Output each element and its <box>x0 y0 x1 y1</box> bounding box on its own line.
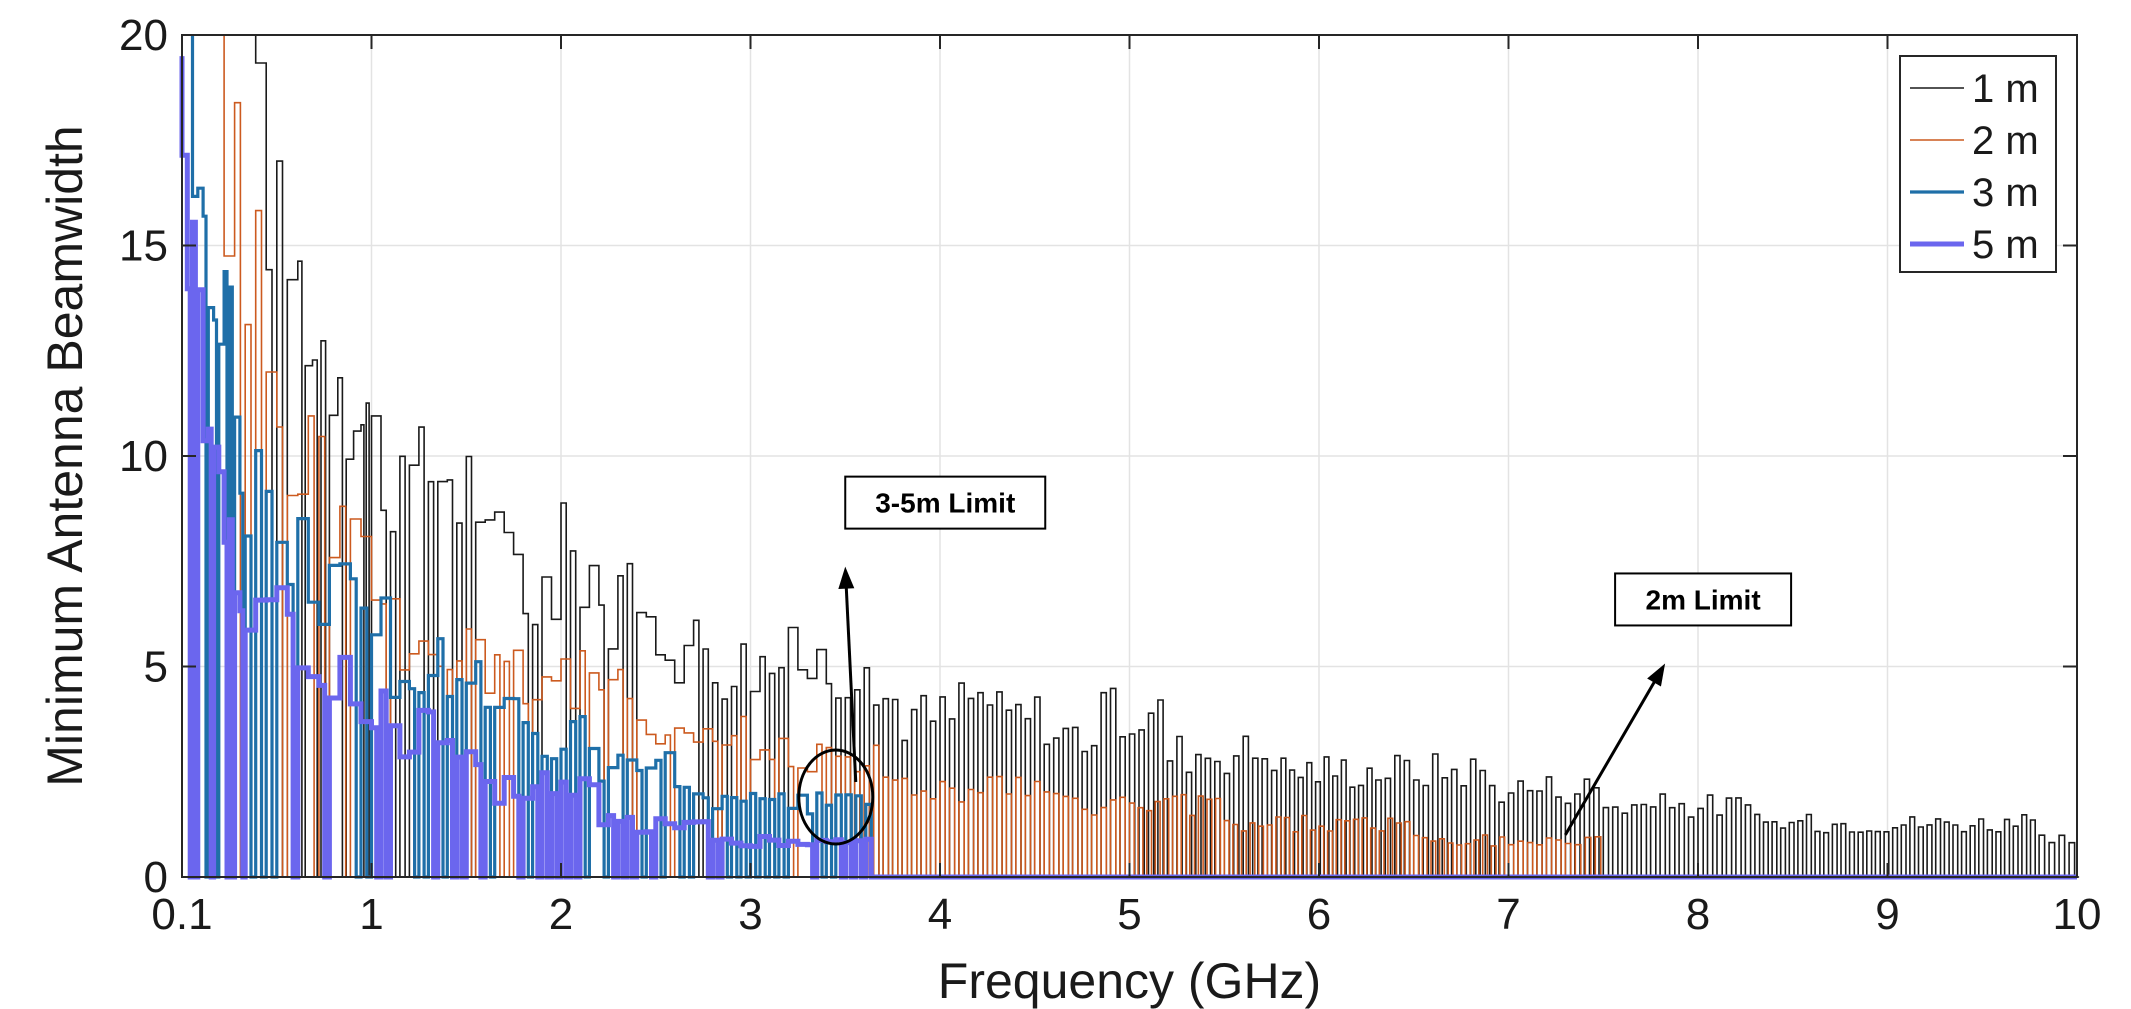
series-line-2m <box>223 35 2077 878</box>
annotation-label: 2m Limit <box>1646 584 1761 615</box>
y-tick-label: 5 <box>144 643 168 692</box>
annotation-label: 3-5m Limit <box>875 488 1015 519</box>
legend-label: 1 m <box>1972 67 2039 111</box>
annotation-arrow <box>844 576 858 783</box>
y-tick-label: 10 <box>119 432 168 481</box>
axis-ticks: 0.1 1 2 3 4 5 6 7 8 9 10 0 5 10 15 20 <box>119 11 2101 939</box>
x-tick-label: 2 <box>549 890 573 939</box>
annotation-arrowhead <box>1647 663 1666 687</box>
x-tick-label: 10 <box>2053 890 2102 939</box>
x-tick-label: 4 <box>928 890 952 939</box>
x-tick-label: 3 <box>738 890 762 939</box>
x-tick-label: 0.1 <box>151 890 212 939</box>
x-tick-label: 5 <box>1117 890 1141 939</box>
legend-label: 3 m <box>1972 171 2039 215</box>
x-axis-label: Frequency (GHz) <box>938 953 1321 1009</box>
legend: 1 m 2 m 3 m 5 m <box>1899 55 2057 273</box>
x-tick-label: 9 <box>1875 890 1899 939</box>
limit-circle <box>797 748 875 846</box>
x-tick-label: 7 <box>1496 890 1520 939</box>
y-tick-label: 20 <box>119 11 168 60</box>
x-tick-label: 6 <box>1307 890 1331 939</box>
annotation-arrowhead <box>838 566 855 589</box>
legend-label: 5 m <box>1972 223 2039 267</box>
annotation-arrow <box>1564 671 1662 836</box>
y-tick-label: 0 <box>144 853 168 902</box>
series-line-5m <box>179 56 2077 880</box>
annotations: 3-5m Limit 2m Limit <box>797 475 1793 846</box>
y-tick-label: 15 <box>119 222 168 271</box>
annotation-box <box>1614 572 1793 627</box>
y-axis-label: Minimum Antenna Beamwidth <box>37 125 93 786</box>
legend-box <box>1899 55 2057 273</box>
legend-label: 2 m <box>1972 119 2039 163</box>
x-tick-label: 1 <box>359 890 383 939</box>
x-tick-label: 8 <box>1686 890 1710 939</box>
annotation-box <box>844 475 1047 530</box>
